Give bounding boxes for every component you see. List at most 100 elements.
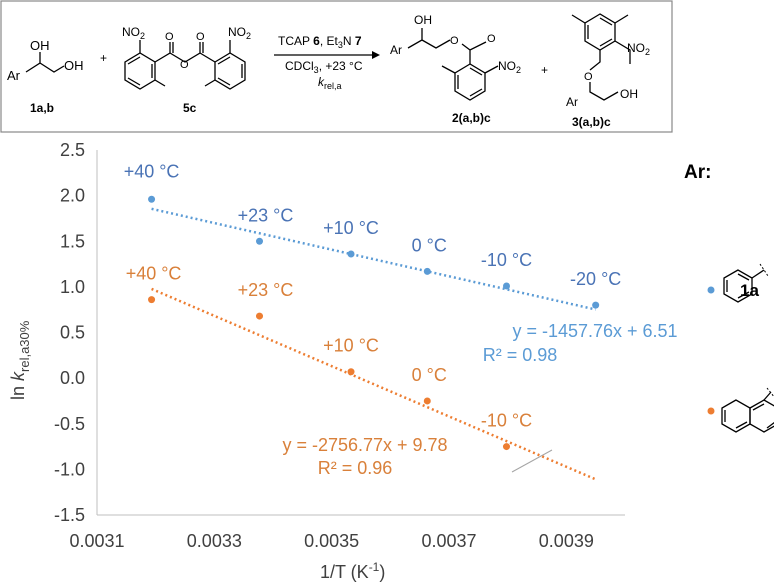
data-point [148, 296, 156, 304]
point-label: 0 °C [412, 365, 447, 385]
svg-text:NO2: NO2 [122, 25, 145, 41]
y-tick-labels: 2.5 2.0 1.5 1.0 0.5 0.0 -0.5 -1.0 -1.5 [54, 140, 85, 525]
x-tick-label: 0.0035 [304, 531, 359, 551]
anhydride-structure: O O O NO2 NO2 5c [122, 25, 251, 115]
phenyl-icon [723, 263, 769, 303]
x-tick-label: 0.0033 [187, 531, 242, 551]
fit-a-equation: y = -1457.76x + 6.51 [512, 321, 677, 341]
y-axis-title-k: k [8, 371, 28, 381]
x-tick-labels: 0.0031 0.0033 0.0035 0.0037 0.0039 [69, 531, 593, 551]
legend-title: Ar: [684, 162, 711, 183]
svg-text:O: O [196, 31, 205, 43]
cond-et: , Et [320, 34, 339, 48]
legend-label-1a: 1a [740, 281, 759, 300]
x-axis-title-text: 1/T (K [320, 562, 369, 582]
data-point [347, 368, 355, 376]
data-points [148, 195, 600, 451]
y-tick-label: 1.0 [60, 277, 85, 297]
diol-structure: OH OH Ar 1a,b [7, 38, 84, 115]
point-label: +10 °C [323, 218, 379, 238]
svg-text:O: O [165, 31, 174, 43]
x-tick-label: 0.0039 [539, 531, 594, 551]
product2-no2-sub: 2 [516, 65, 521, 75]
point-label: +23 °C [238, 205, 294, 225]
anhydride-no2-left: NO [122, 25, 140, 39]
point-label: -20 °C [570, 269, 621, 289]
product3-no2-sub: 2 [645, 47, 650, 57]
y-tick-label: -0.5 [54, 414, 85, 434]
product2-structure: OH Ar O O NO2 2(a,b)c [390, 13, 521, 125]
diol-oh2: OH [64, 58, 84, 73]
y-axis-title-sub: rel,a30% [17, 320, 32, 372]
product3-no2: NO [627, 41, 645, 55]
y-tick-label: -1.5 [54, 505, 85, 525]
svg-text:O: O [487, 33, 496, 45]
product2-oh: OH [414, 13, 432, 27]
x-axis-title: 1/T (K-1) [320, 560, 385, 582]
cond-solvent-sub: 3 [314, 65, 319, 75]
conditions: TCAP 6, Et3N 7 CDCl3, +23 °C krel,a [274, 34, 380, 91]
legend-marker-phenyl [707, 286, 715, 294]
fit-b-r2: R² = 0.96 [318, 458, 393, 478]
cond-solvent: CDCl [285, 59, 314, 73]
x-tick-label: 0.0037 [421, 531, 476, 551]
y-tick-label: -1.0 [54, 459, 85, 479]
product2-label: 2(a,b)c [452, 111, 491, 125]
data-point [148, 195, 156, 203]
product3-ar: Ar [566, 95, 578, 109]
svg-text:O: O [584, 71, 593, 83]
y-tick-label: 2.0 [60, 186, 85, 206]
data-point [592, 301, 600, 309]
chart: 2.52.01.51.00.50.0-0.5-1.0-1.5 0.0031 0.0… [8, 140, 678, 582]
data-point [502, 443, 510, 451]
anhydride-no2-right: NO [228, 25, 246, 39]
product3-oh: OH [620, 87, 638, 101]
cond-cat-num: 6 [313, 34, 320, 48]
product2-no2: NO [498, 59, 516, 73]
y-axis-title: ln krel,a30% [8, 320, 32, 400]
cond-n: N [343, 34, 355, 48]
fit-b-equation: y = -2756.77x + 9.78 [282, 435, 447, 455]
diol-ar: Ar [7, 68, 21, 83]
x-axis-title-end: ) [379, 562, 385, 582]
point-label: +40 °C [124, 161, 180, 181]
data-point [256, 312, 264, 320]
naphthyl-icon [721, 387, 774, 433]
cond-base-num: 7 [355, 34, 362, 48]
x-axis-title-sup: -1 [369, 560, 380, 574]
cond-temp: , +23 °C [319, 59, 363, 73]
y-tick-label: 0.0 [60, 368, 85, 388]
point-label: -10 °C [481, 250, 532, 270]
legend: Ar: 1a [684, 162, 774, 433]
point-label: +40 °C [126, 264, 182, 284]
point-label: 0 °C [412, 235, 447, 255]
data-point [502, 282, 510, 290]
label-leader-line [511, 449, 553, 473]
svg-text:TCAP 6, Et3N 7: TCAP 6, Et3N 7 [278, 34, 362, 50]
plus-sign-2: + [541, 63, 548, 77]
cond-tcap: TCAP [278, 34, 313, 48]
svg-text:CDCl3, +23 °C: CDCl3, +23 °C [285, 59, 363, 75]
x-tick-label: 0.0031 [69, 531, 124, 551]
y-tick-label: 0.5 [60, 323, 85, 343]
cond-et-sub: 3 [338, 40, 343, 50]
product3-structure: NO2 O Ar OH 3(a,b)c [566, 13, 650, 129]
product2-ar: Ar [390, 43, 402, 57]
y-axis-title-ln: ln [8, 381, 28, 400]
trendlines [151, 207, 597, 481]
trendline-naphthyl [151, 287, 597, 481]
svg-text:NO2: NO2 [498, 59, 521, 75]
fit-a-r2: R² = 0.98 [483, 345, 558, 365]
svg-text:krel,a: krel,a [318, 75, 342, 91]
anhydride-label: 5c [183, 101, 197, 115]
data-point [256, 237, 264, 245]
point-label: +10 °C [323, 336, 379, 356]
data-point [423, 267, 431, 275]
reaction-scheme: OH OH Ar 1a,b + O O O NO2 NO2 5c TCAP 6,… [0, 0, 673, 133]
svg-text:O: O [450, 35, 459, 47]
svg-text:NO2: NO2 [228, 25, 251, 41]
product3-label: 3(a,b)c [572, 115, 611, 129]
y-tick-label: 2.5 [60, 140, 85, 160]
svg-text:NO2: NO2 [627, 41, 650, 57]
